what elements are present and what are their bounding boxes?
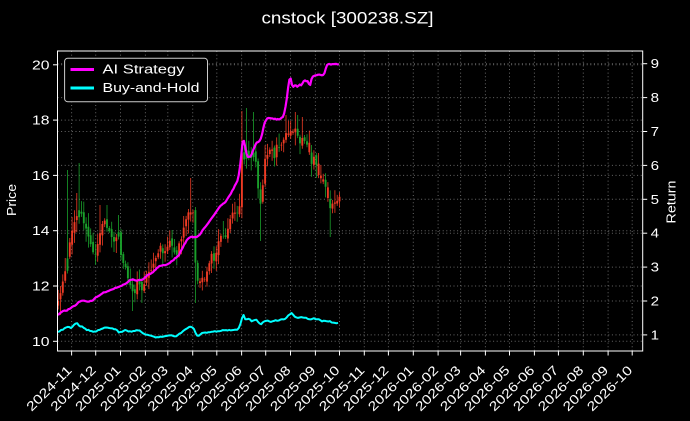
svg-text:5: 5 [651, 192, 659, 207]
svg-text:6: 6 [651, 158, 659, 173]
svg-text:9: 9 [651, 56, 659, 71]
svg-text:4: 4 [651, 226, 659, 241]
svg-text:10: 10 [32, 334, 50, 349]
svg-text:14: 14 [32, 223, 50, 238]
svg-text:8: 8 [651, 90, 659, 105]
svg-text:AI Strategy: AI Strategy [103, 62, 186, 77]
svg-text:1: 1 [651, 327, 659, 342]
svg-text:Buy-and-Hold: Buy-and-Hold [103, 80, 200, 95]
svg-text:Price: Price [4, 184, 19, 216]
svg-text:7: 7 [651, 124, 659, 139]
svg-text:20: 20 [32, 57, 50, 72]
svg-text:18: 18 [32, 113, 50, 128]
svg-text:2: 2 [651, 294, 659, 309]
svg-text:12: 12 [32, 279, 50, 294]
svg-text:3: 3 [651, 260, 659, 275]
svg-text:Return: Return [664, 181, 679, 224]
svg-text:16: 16 [32, 168, 50, 183]
svg-text:cnstock [300238.SZ]: cnstock [300238.SZ] [262, 9, 434, 28]
